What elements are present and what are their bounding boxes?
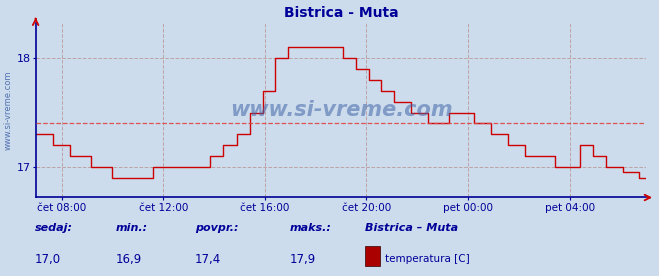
Text: 16,9: 16,9 [115, 253, 142, 266]
Text: www.si-vreme.com: www.si-vreme.com [3, 71, 13, 150]
Text: www.si-vreme.com: www.si-vreme.com [230, 100, 452, 120]
Text: 17,9: 17,9 [290, 253, 316, 266]
Text: Bistrica – Muta: Bistrica – Muta [365, 223, 458, 233]
Text: min.:: min.: [115, 223, 148, 233]
Title: Bistrica - Muta: Bistrica - Muta [284, 6, 398, 20]
Text: 17,4: 17,4 [195, 253, 221, 266]
Text: sedaj:: sedaj: [35, 223, 73, 233]
Text: maks.:: maks.: [290, 223, 332, 233]
Text: povpr.:: povpr.: [195, 223, 239, 233]
Text: 17,0: 17,0 [35, 253, 61, 266]
Text: temperatura [C]: temperatura [C] [385, 254, 470, 264]
